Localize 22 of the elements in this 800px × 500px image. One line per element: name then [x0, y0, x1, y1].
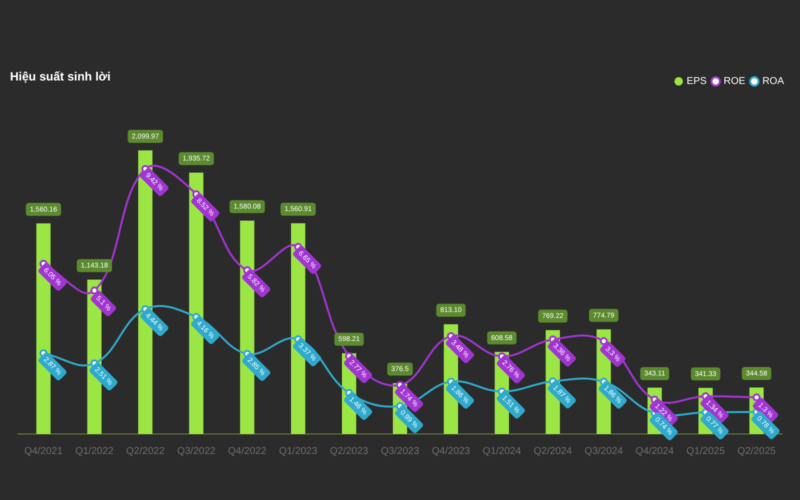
x-tick-label: Q1/2022 [75, 446, 114, 457]
x-tick-label: Q1/2024 [482, 446, 522, 457]
x-tick-label: Q2/2025 [737, 446, 776, 457]
x-tick-label: Q3/2024 [584, 446, 624, 457]
x-tick-label: Q4/2023 [432, 446, 471, 457]
point [600, 337, 608, 346]
x-tick-label: Q1/2025 [686, 446, 726, 457]
legend-label: ROA [762, 76, 784, 88]
x-tick-label: Q2/2023 [330, 446, 369, 457]
x-tick-label: Q3/2023 [380, 446, 420, 457]
x-tick-label: Q1/2023 [278, 446, 318, 457]
x-tick-label: Q4/2021 [24, 446, 64, 457]
point [752, 393, 761, 402]
x-tick-label: Q2/2024 [534, 446, 572, 457]
legend-label: EPS [686, 76, 707, 88]
x-tick-label: Q4/2022 [228, 446, 267, 457]
point [90, 286, 98, 295]
x-tick-label: Q4/2024 [635, 446, 674, 457]
x-tick-label: Q3/2022 [177, 446, 216, 457]
legend-label: ROE [724, 76, 746, 88]
chart-title: Hiệu suất sinh lời [10, 70, 111, 84]
x-tick-label: Q2/2022 [126, 446, 165, 457]
